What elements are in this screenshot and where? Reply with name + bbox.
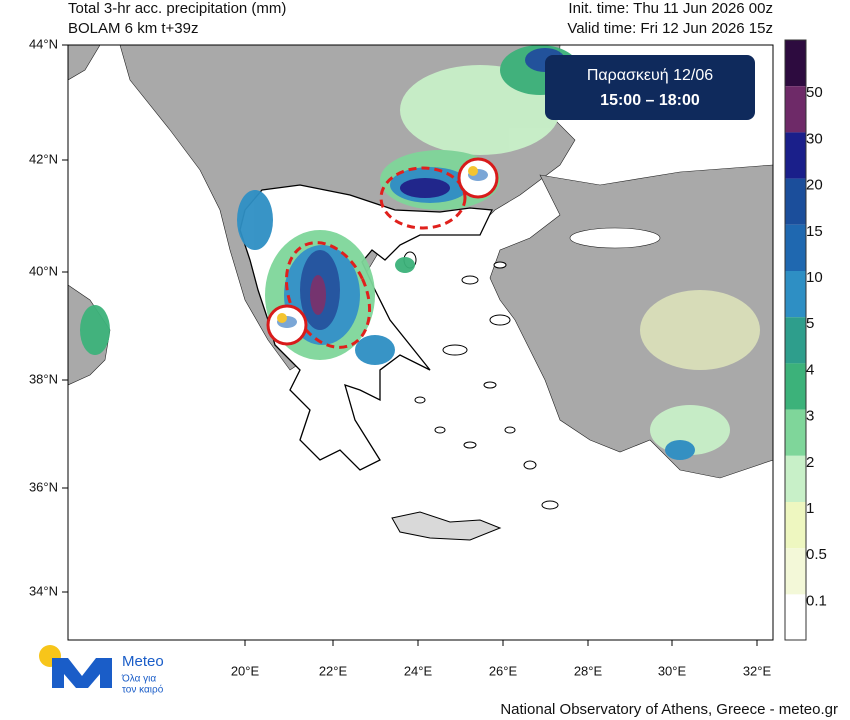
colorbar-segment [785,178,806,225]
colorbar-frame [784,39,807,641]
map [68,45,773,640]
title: Total 3-hr acc. precipitation (mm) [68,0,286,17]
lon-label: 28°E [574,663,603,678]
colorbar-segment [785,594,806,640]
colorbar-segment [785,271,806,318]
italy [68,45,111,386]
colorbar: 50 30 20 15 10 5 4 3 2 1 0.5 0.1 [784,39,827,641]
colorbar-segment [785,409,806,456]
lon-label: 32°E [743,663,772,678]
lat-label: 42°N [29,151,58,166]
colorbar-label: 15 [806,223,823,240]
lon-label: 20°E [231,663,260,678]
model: BOLAM 6 km t+39z [68,20,198,37]
logo-tagline: Όλα για [121,674,156,685]
lon-label: 26°E [489,663,518,678]
badge [545,55,755,120]
colorbar-label: 4 [806,361,814,378]
lat-label: 38°N [29,371,58,386]
lon-axis: 20°E 22°E 24°E 26°E 28°E 30°E 32°E [231,640,772,678]
marmara [569,227,661,249]
crete [391,511,502,541]
footer: National Observatory of Athens, Greece -… [500,701,838,718]
lat-label: 34°N [29,583,58,598]
badge-hours: 15:00 – 18:00 [600,92,700,109]
lon-label: 30°E [658,663,687,678]
colorbar-label: 10 [806,269,823,286]
colorbar-label: 0.5 [806,546,827,563]
lat-label: 44°N [29,36,58,51]
colorbar-label: 3 [806,408,814,425]
colorbar-label: 50 [806,84,823,101]
lon-label: 24°E [404,663,433,678]
logo-tagline: τον καιρό [122,684,164,696]
init-time: Init. time: Thu 11 Jun 2026 00z [568,0,773,17]
colorbar-label: 30 [806,130,823,147]
colorbar-label: 2 [806,454,814,471]
colorbar-label: 0.1 [806,592,827,609]
colorbar-segment [785,455,806,502]
islands [403,251,559,510]
badge-day: Παρασκευή 12/06 [587,67,713,84]
colorbar-segment [785,132,806,179]
plot-frame [67,44,774,641]
turkey [489,164,773,479]
colorbar-label: 1 [806,500,814,517]
highlight-north [379,166,467,230]
colorbar-segment [785,86,806,133]
colorbar-segment [785,502,806,549]
colorbar-segment [785,40,806,87]
lat-label: 40°N [29,263,58,278]
colorbar-label: 5 [806,315,814,332]
logo-name: Meteo [122,653,164,670]
lat-axis: 44°N 42°N 40°N 38°N 36°N 34°N [29,36,68,598]
storm-icon [266,157,499,346]
colorbar-segment [785,224,806,271]
colorbar-label: 20 [806,177,823,194]
colorbar-segment [785,317,806,364]
valid-time: Valid time: Fri 12 Jun 2026 15z [567,20,773,37]
colorbar-segment [785,548,806,595]
colorbar-segment [785,363,806,410]
lat-label: 36°N [29,479,58,494]
lon-label: 22°E [319,663,348,678]
logo: Meteo Όλα για τον καιρό [39,645,164,696]
